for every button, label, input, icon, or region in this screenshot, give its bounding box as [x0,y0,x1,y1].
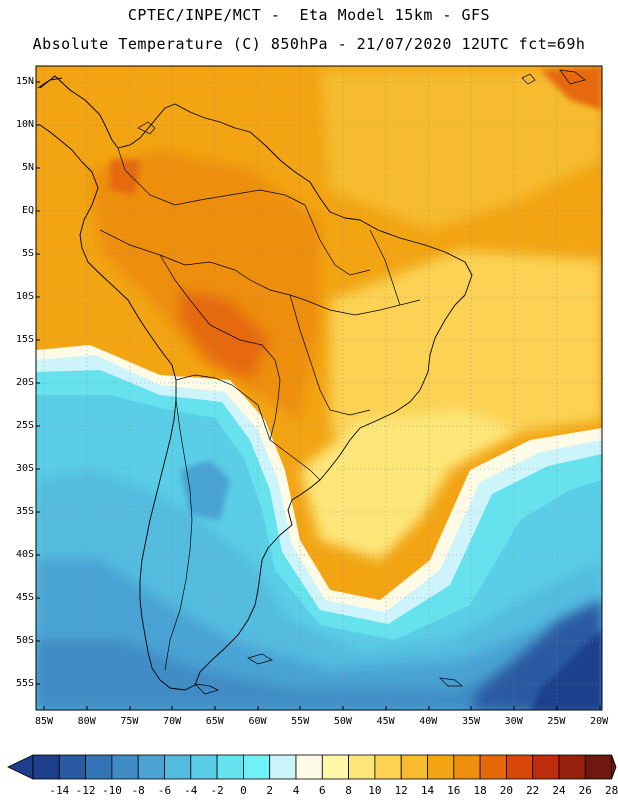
colorbar-label: -2 [210,784,224,797]
colorbar-swatch [164,754,192,780]
lat-label: 15N [15,76,34,87]
colorbar-swatch [348,754,376,780]
colorbar-label: -14 [49,784,70,797]
colorbar-label: 8 [345,784,352,797]
colorbar-label: 24 [552,784,566,797]
colorbar-swatch [242,754,271,780]
colorbar-swatch [532,754,560,780]
colorbar-label: -4 [184,784,198,797]
colorbar-swatch [111,754,139,780]
colorbar-label: 12 [394,784,408,797]
colorbar-label: 28 [604,784,618,797]
colorbar-label: -10 [101,784,122,797]
colorbar-label: 20 [499,784,514,797]
colorbar-label: 18 [473,784,487,797]
lat-label: EQ [21,205,34,216]
lat-label: 10N [15,119,34,130]
colorbar-label: 22 [526,784,540,797]
lat-label: 15S [15,334,34,345]
lat-label: 45S [15,592,34,603]
lon-label: 70W [163,716,182,727]
lat-label: 55S [15,678,34,689]
lon-label: 80W [77,716,96,727]
islands [137,69,586,695]
lat-label: 10S [15,291,34,302]
lon-label: 85W [34,716,54,727]
lon-label: 20W [590,716,609,727]
coastlines [37,75,473,691]
colorbar-arrow-high [611,754,617,780]
axis-ticks [36,81,601,710]
lat-label: 20S [15,377,34,388]
colorbar-swatch [558,754,586,780]
colorbar-swatch [321,754,349,780]
lon-label: 65W [205,716,224,727]
colorbar-label: -6 [157,784,172,797]
map-title-line2: Absolute Temperature (C) 850hPa - 21/07/… [32,35,586,53]
colorbar-swatch [584,754,612,780]
lat-label: 35S [15,506,34,517]
colorbar-label: -8 [131,784,145,797]
colorbar-label: 6 [318,784,326,797]
lat-label: 25S [15,420,34,431]
colorbar-label: 14 [420,784,435,797]
colorbar-swatch [505,754,534,780]
colorbar-swatch [479,754,507,780]
lon-label: 30W [504,716,523,727]
country-borders [99,147,421,671]
colorbar-swatch [190,754,218,780]
colorbar-swatch [427,754,455,780]
colorbar-swatch [137,754,165,780]
colorbar-swatch [216,754,244,780]
colorbar-label: 16 [447,784,461,797]
lat-label: 50S [15,635,34,646]
colorbar-swatch [32,754,60,780]
colorbar-swatch [295,754,323,780]
lat-label: 40S [15,549,34,560]
lon-label: 45W [376,716,395,727]
colorbar-label: 4 [292,784,300,797]
colorbar-swatch [58,754,86,780]
lat-label: 5N [21,162,34,173]
colorbar-label: 0 [240,784,247,797]
colorbar-label: 26 [578,784,592,797]
colorbar-label: -12 [75,784,96,797]
colorbar-swatch [453,754,481,780]
lon-label: 40W [419,716,438,727]
colorbar-swatch [85,754,113,780]
lon-label: 25W [547,716,566,727]
colorbar-label: 10 [368,784,382,797]
colorbar-label: 2 [266,784,273,797]
lon-label: 75W [120,716,139,727]
map-title-line1: CPTEC/INPE/MCT - Eta Model 15km - GFS [127,6,491,24]
lon-label: 50W [333,716,352,727]
temperature-field [36,66,602,710]
colorbar-arrow-low [7,754,34,780]
colorbar [7,754,617,780]
map-frame [35,65,603,711]
colorbar-swatch [269,754,297,780]
lat-label: 30S [15,463,34,474]
colorbar-swatch [400,754,428,780]
colorbar-swatch [374,754,402,780]
lon-label: 35W [461,716,481,727]
lon-label: 60W [248,716,267,727]
lat-lon-grid [36,66,602,710]
lon-label: 55W [291,716,310,727]
lat-label: 5S [21,248,34,259]
